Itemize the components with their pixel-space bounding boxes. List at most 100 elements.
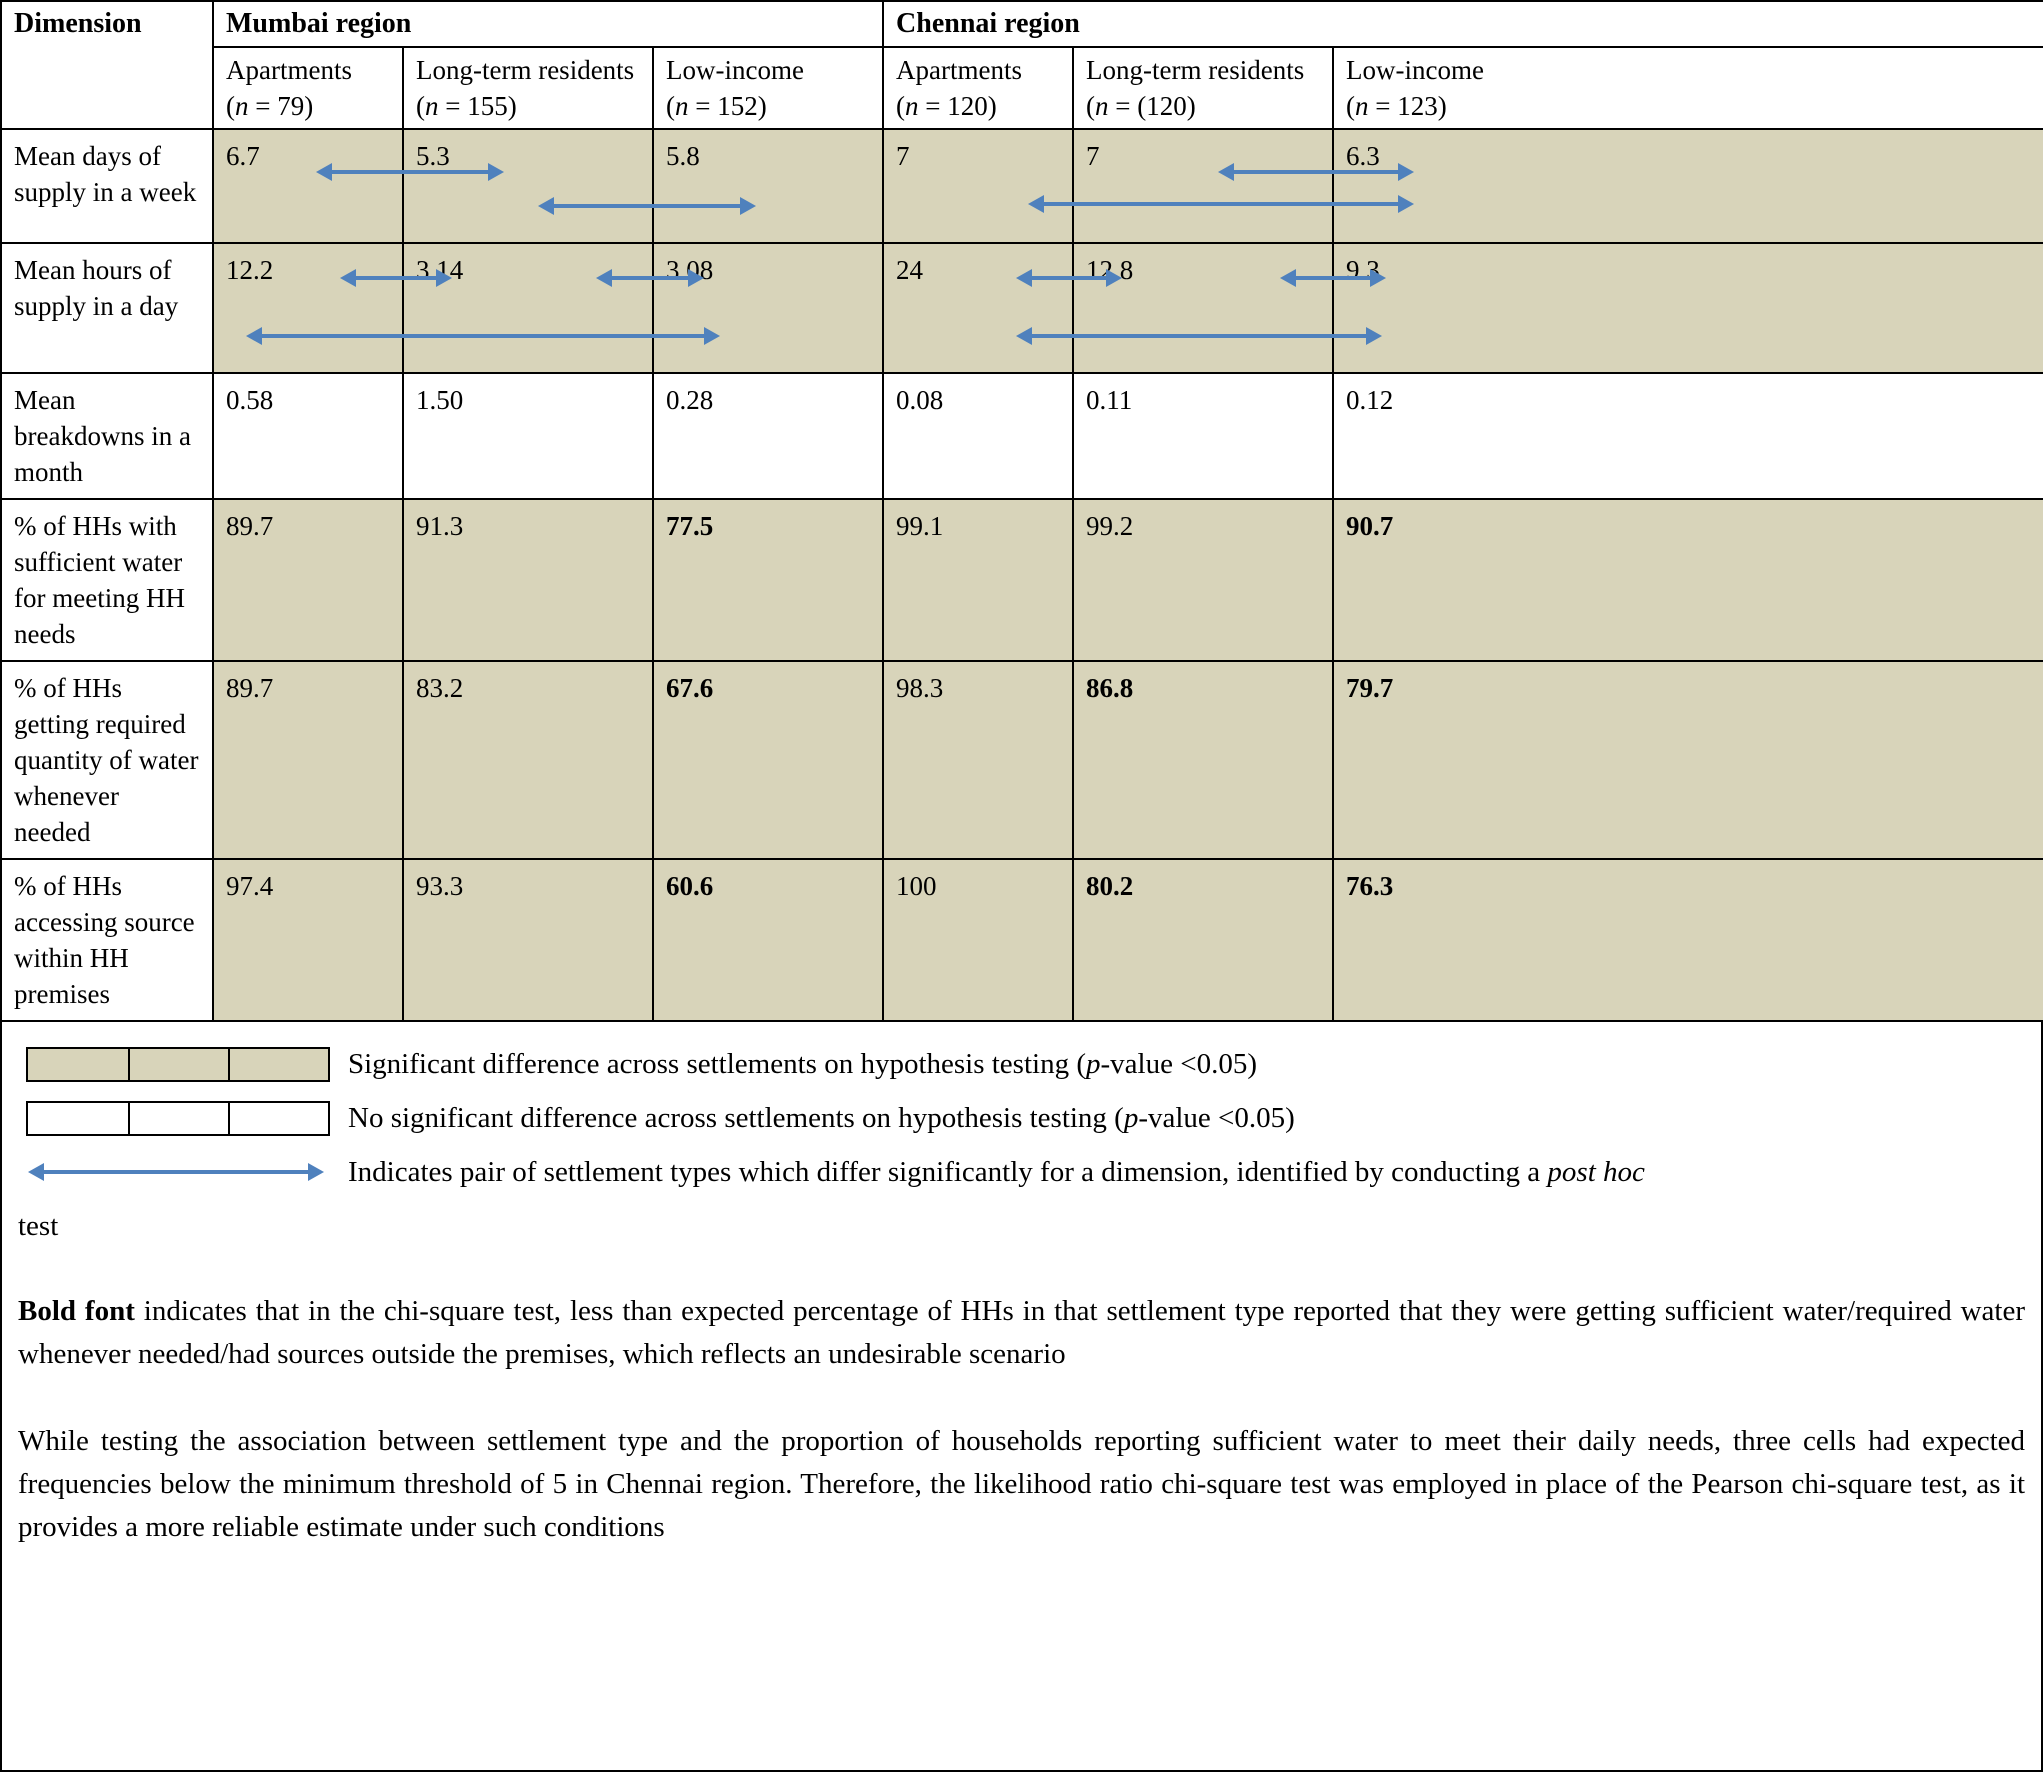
arrow-days-chennai-longterm-lowincome: [1232, 170, 1400, 174]
value-cell: 0.12: [1332, 372, 2043, 500]
value-cell: 3.08: [651, 242, 885, 374]
dimension-header: Dimension: [0, 0, 214, 130]
legend-item-significant: Significant difference across settlement…: [18, 1044, 2025, 1084]
table-row-required-quantity: % of HHs getting required quantity of wa…: [0, 660, 2043, 860]
value-cell: 5.8: [651, 128, 885, 244]
value-cell: 67.6: [651, 660, 885, 860]
column-header-row: Apartments (n = 79) Long-term residents …: [1, 46, 2043, 130]
value-cell: 99.1: [882, 498, 1075, 662]
value-cell: 7: [1072, 128, 1335, 244]
row-label: % of HHs with sufficient water for meeti…: [0, 498, 214, 662]
settlement-name: Low-income: [666, 55, 804, 85]
value-cell: 77.5: [651, 498, 885, 662]
sample-size: (n = 79): [226, 91, 314, 121]
value-cell: 7: [882, 128, 1075, 244]
table-row-mean-breakdowns: Mean breakdowns in a month 0.58 1.50 0.2…: [0, 372, 2043, 500]
column-header-chennai-lowincome: Low-income (n = 123): [1332, 46, 2043, 130]
arrow-days-mumbai-longterm-lowincome: [552, 204, 742, 208]
legend-and-notes: Significant difference across settlement…: [0, 1022, 2043, 1772]
value-cell: 89.7: [212, 498, 404, 662]
settlement-name: Apartments: [896, 55, 1023, 85]
settlement-name: Long-term residents: [416, 55, 635, 85]
row-label: % of HHs getting required quantity of wa…: [0, 660, 214, 860]
arrow-hours-chennai-apartments-longterm: [1030, 276, 1108, 280]
double-arrow-sample: [26, 1159, 330, 1185]
column-header-chennai-longterm: Long-term residents (n = (120): [1072, 46, 1335, 130]
sample-size: (n = (120): [1086, 91, 1196, 121]
shaded-cells-sample: [26, 1046, 330, 1082]
region-header-mumbai: Mumbai region: [211, 0, 885, 48]
value-cell: 99.2: [1072, 498, 1335, 662]
value-cell: 6.7: [212, 128, 404, 244]
settlement-name: Apartments: [226, 55, 352, 85]
results-table: Dimension Mumbai region Chennai region A…: [0, 0, 2043, 1022]
table-row-source-within-premises: % of HHs accessing source within HH prem…: [0, 858, 2043, 1022]
sample-cell: [28, 1048, 128, 1080]
sample-size: (n = 120): [896, 91, 997, 121]
arrow-hours-mumbai-apartments-longterm: [354, 276, 438, 280]
column-header-chennai-apartments: Apartments (n = 120): [882, 46, 1075, 130]
sample-size: (n = 123): [1346, 91, 1447, 121]
white-cells-sample: [26, 1100, 330, 1136]
value-cell: 98.3: [882, 660, 1075, 860]
column-header-mumbai-apartments: Apartments (n = 79): [212, 46, 404, 130]
sample-cell: [228, 1048, 328, 1080]
value-cell: 0.08: [882, 372, 1075, 500]
settlement-name: Long-term residents: [1086, 55, 1305, 85]
legend-arrow-text-continuation: test: [18, 1210, 59, 1242]
table-row-mean-days: Mean days of supply in a week 6.7 5.3 5.…: [0, 128, 2043, 244]
value-cell: 12.2: [212, 242, 404, 374]
region-header-chennai: Chennai region: [882, 0, 2043, 48]
region-header-row: Dimension Mumbai region Chennai region: [0, 0, 2043, 130]
value-cell: 6.3: [1332, 128, 2043, 244]
value-cell: 0.11: [1072, 372, 1335, 500]
legend-item-not-significant: No significant difference across settlem…: [18, 1098, 2025, 1138]
value-cell: 3.14: [402, 242, 654, 374]
arrow-hours-chennai-longterm-lowincome: [1294, 276, 1372, 280]
value-cell: 76.3: [1332, 858, 2043, 1022]
row-label: Mean days of supply in a week: [0, 128, 214, 244]
value-cell: 100: [882, 858, 1075, 1022]
legend-text-not-significant: No significant difference across settlem…: [348, 1102, 1295, 1134]
bold-font-note-text: indicates that in the chi-square test, l…: [18, 1295, 2025, 1370]
column-header-mumbai-longterm: Long-term residents (n = 155): [402, 46, 654, 130]
results-table-wrap: Dimension Mumbai region Chennai region A…: [0, 0, 2043, 1022]
method-note: While testing the association between se…: [18, 1425, 2025, 1543]
legend-item-arrow: Indicates pair of settlement types which…: [18, 1152, 2025, 1192]
bold-font-note-lead: Bold font: [18, 1295, 135, 1327]
value-cell: 9.3: [1332, 242, 2043, 374]
value-cell: 1.50: [402, 372, 654, 500]
value-cell: 0.58: [212, 372, 404, 500]
sample-cell: [128, 1102, 228, 1134]
arrow-hours-chennai-apartments-lowincome: [1030, 334, 1368, 338]
value-cell: 24: [882, 242, 1075, 374]
row-label: Mean hours of supply in a day: [0, 242, 214, 374]
arrow-hours-mumbai-apartments-lowincome: [260, 334, 706, 338]
sample-size: (n = 155): [416, 91, 517, 121]
value-cell: 90.7: [1332, 498, 2043, 662]
arrow-days-mumbai-apartments-longterm: [330, 170, 490, 174]
double-arrow-icon: [42, 1170, 310, 1174]
legend-text-arrow: Indicates pair of settlement types which…: [348, 1156, 1645, 1188]
value-cell: 80.2: [1072, 858, 1335, 1022]
sample-cell: [28, 1103, 128, 1134]
value-cell: 97.4: [212, 858, 404, 1022]
table-row-sufficient-water: % of HHs with sufficient water for meeti…: [0, 498, 2043, 662]
sample-cell: [228, 1102, 328, 1134]
table-row-mean-hours: Mean hours of supply in a day 12.2 3.14 …: [0, 242, 2043, 374]
row-label: % of HHs accessing source within HH prem…: [0, 858, 214, 1022]
arrow-days-chennai-apartments-lowincome: [1042, 202, 1400, 206]
value-cell: 5.3: [402, 128, 654, 244]
value-cell: 83.2: [402, 660, 654, 860]
row-label: Mean breakdowns in a month: [0, 372, 214, 500]
settlement-name: Low-income: [1346, 55, 1484, 85]
sample-size: (n = 152): [666, 91, 767, 121]
value-cell: 89.7: [212, 660, 404, 860]
value-cell: 60.6: [651, 858, 885, 1022]
value-cell: 91.3: [402, 498, 654, 662]
value-cell: 79.7: [1332, 660, 2043, 860]
value-cell: 0.28: [651, 372, 885, 500]
bold-font-note: Bold font indicates that in the chi-squa…: [18, 1290, 2025, 1376]
value-cell: 12.8: [1072, 242, 1335, 374]
